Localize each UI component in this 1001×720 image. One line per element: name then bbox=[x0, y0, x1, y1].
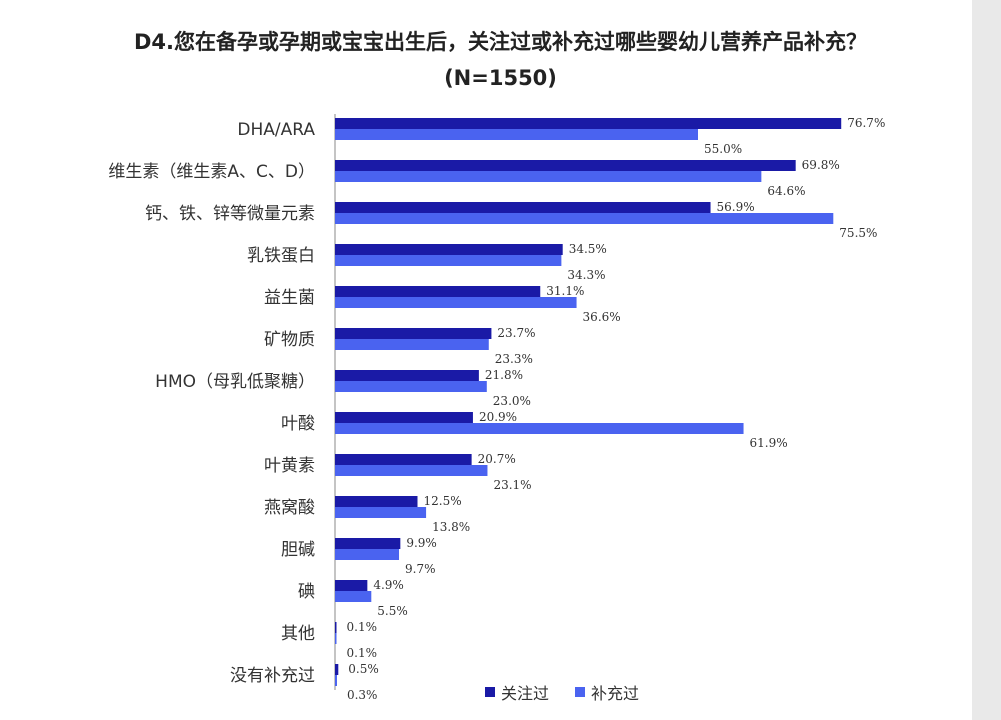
data-label-series-1: 34.5% bbox=[569, 242, 607, 256]
bar-series-1 bbox=[335, 244, 563, 255]
bar-series-1 bbox=[335, 454, 472, 465]
data-label-series-1: 76.7% bbox=[847, 116, 885, 130]
legend-label-series-2: 补充过 bbox=[591, 684, 640, 703]
data-label-series-1: 0.1% bbox=[347, 620, 378, 634]
bar-series-2 bbox=[335, 591, 372, 602]
category-label: 钙、铁、锌等微量元素 bbox=[145, 204, 315, 224]
data-label-series-2: 9.7% bbox=[405, 562, 436, 576]
bar-series-2 bbox=[335, 633, 337, 644]
bar-series-1 bbox=[335, 160, 796, 171]
data-label-series-2: 36.6% bbox=[583, 310, 621, 324]
page-edge bbox=[972, 0, 1001, 720]
bar-series-1 bbox=[335, 538, 401, 549]
legend-swatch-series-1 bbox=[485, 687, 495, 697]
data-label-series-2: 34.3% bbox=[567, 268, 605, 282]
category-label: 碘 bbox=[298, 582, 315, 602]
data-label-series-2: 0.1% bbox=[347, 646, 378, 660]
data-label-series-2: 61.9% bbox=[750, 436, 788, 450]
bar-series-1 bbox=[335, 286, 541, 297]
bar-series-2 bbox=[335, 171, 762, 182]
chart-title: D4.您在备孕或孕期或宝宝出生后，关注过或补充过哪些婴幼儿营养产品补充？ (N=… bbox=[0, 24, 1001, 96]
bar-series-1 bbox=[335, 118, 842, 129]
data-label-series-2: 0.3% bbox=[347, 688, 378, 702]
bar-series-2 bbox=[335, 129, 698, 140]
bar-series-1 bbox=[335, 202, 711, 213]
category-label: 燕窝酸 bbox=[264, 498, 315, 518]
category-label: HMO（母乳低聚糖） bbox=[155, 372, 315, 392]
data-label-series-1: 69.8% bbox=[802, 158, 840, 172]
category-label: 没有补充过 bbox=[230, 666, 315, 686]
data-label-series-2: 75.5% bbox=[839, 226, 877, 240]
category-label: 乳铁蛋白 bbox=[247, 246, 315, 266]
category-label: 其他 bbox=[281, 624, 315, 644]
data-label-series-1: 0.5% bbox=[348, 662, 379, 676]
bar-series-1 bbox=[335, 580, 368, 591]
data-label-series-1: 56.9% bbox=[717, 200, 755, 214]
data-label-series-2: 64.6% bbox=[767, 184, 805, 198]
bar-series-1 bbox=[335, 664, 339, 675]
category-label: DHA/ARA bbox=[237, 120, 315, 140]
bar-series-2 bbox=[335, 507, 427, 518]
bar-series-2 bbox=[335, 675, 337, 686]
data-label-series-1: 31.1% bbox=[546, 284, 584, 298]
chart-title-text: D4.您在备孕或孕期或宝宝出生后，关注过或补充过哪些婴幼儿营养产品补充？ bbox=[133, 30, 868, 54]
bar-series-2 bbox=[335, 381, 487, 392]
data-label-series-2: 13.8% bbox=[432, 520, 470, 534]
bar-series-2 bbox=[335, 213, 834, 224]
data-label-series-2: 55.0% bbox=[704, 142, 742, 156]
data-label-series-1: 9.9% bbox=[406, 536, 437, 550]
data-label-series-1: 12.5% bbox=[424, 494, 462, 508]
bar-series-2 bbox=[335, 297, 577, 308]
bar-series-2 bbox=[335, 339, 489, 350]
data-label-series-1: 23.7% bbox=[497, 326, 535, 340]
data-label-series-1: 21.8% bbox=[485, 368, 523, 382]
category-label: 叶黄素 bbox=[264, 456, 315, 476]
category-label: 叶酸 bbox=[281, 414, 315, 434]
legend-label-series-1: 关注过 bbox=[501, 684, 550, 703]
bar-series-1 bbox=[335, 622, 337, 633]
category-label: 益生菌 bbox=[264, 288, 315, 308]
chart-subtitle: (N=1550) bbox=[444, 66, 557, 90]
bar-series-1 bbox=[335, 370, 479, 381]
bar-series-2 bbox=[335, 423, 744, 434]
data-label-series-1: 20.9% bbox=[479, 410, 517, 424]
bar-series-2 bbox=[335, 255, 562, 266]
bar-series-2 bbox=[335, 465, 488, 476]
data-label-series-2: 5.5% bbox=[377, 604, 408, 618]
legend-swatch-series-2 bbox=[575, 687, 586, 697]
category-label: 胆碱 bbox=[281, 540, 315, 560]
category-label: 维生素（维生素A、C、D） bbox=[108, 162, 315, 182]
bar-series-1 bbox=[335, 328, 492, 339]
category-label: 矿物质 bbox=[264, 330, 315, 350]
bar-series-1 bbox=[335, 496, 418, 507]
data-label-series-2: 23.1% bbox=[493, 478, 531, 492]
legend-item-series-2: 补充过 bbox=[575, 680, 639, 704]
data-label-series-2: 23.0% bbox=[493, 394, 531, 408]
data-label-series-1: 20.7% bbox=[478, 452, 516, 466]
bar-series-2 bbox=[335, 549, 400, 560]
bar-series-1 bbox=[335, 412, 473, 423]
data-label-series-2: 23.3% bbox=[495, 352, 533, 366]
legend-item-series-1: 关注过 bbox=[485, 680, 549, 704]
data-label-series-1: 4.9% bbox=[373, 578, 404, 592]
legend: 关注过 补充过 bbox=[485, 680, 665, 704]
